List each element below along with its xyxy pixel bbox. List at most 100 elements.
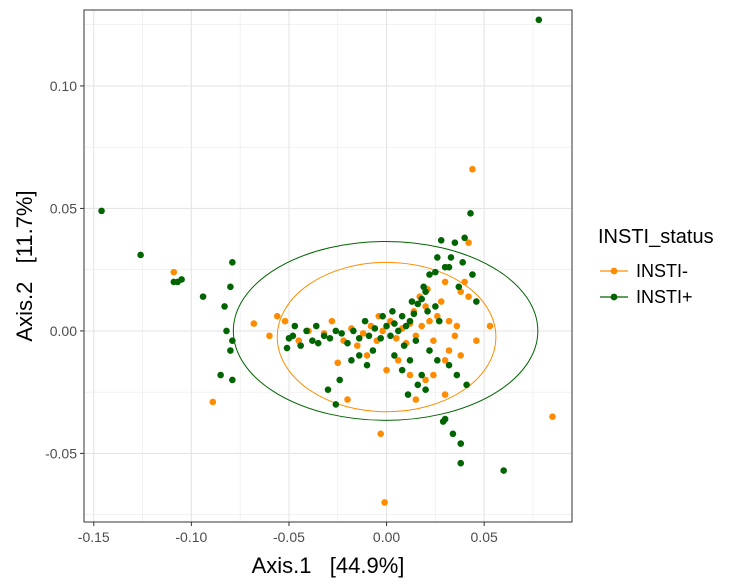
- point-insti-minus: [170, 268, 178, 276]
- point-insti-plus: [404, 391, 412, 398]
- legend-label-insti-minus: INSTI-: [636, 261, 688, 281]
- point-insti-plus: [199, 293, 207, 300]
- point-insti-plus: [336, 376, 344, 384]
- point-insti-plus: [178, 276, 185, 283]
- y-tick-label: 0.00: [50, 323, 77, 339]
- point-insti-minus: [461, 278, 468, 286]
- point-insti-plus: [229, 259, 236, 266]
- point-insti-plus: [445, 263, 453, 271]
- point-insti-plus: [332, 327, 340, 335]
- point-insti-plus: [369, 347, 377, 354]
- point-insti-minus: [281, 317, 289, 325]
- point-insti-plus: [451, 239, 459, 247]
- point-insti-plus: [459, 259, 466, 266]
- legend: INSTI_status INSTI- INSTI+: [598, 226, 714, 307]
- y-tick-label: 0.05: [50, 200, 77, 216]
- point-insti-plus: [377, 334, 385, 342]
- point-insti-plus: [467, 210, 474, 217]
- point-insti-plus: [457, 440, 465, 447]
- point-insti-plus: [432, 303, 439, 310]
- confidence-ellipses: [232, 241, 539, 421]
- point-insti-plus: [391, 352, 398, 359]
- point-insti-minus: [445, 317, 453, 325]
- point-insti-plus: [289, 332, 297, 340]
- legend-key-point-insti-minus: [610, 267, 618, 275]
- point-insti-minus: [486, 322, 494, 330]
- point-insti-plus: [402, 322, 410, 330]
- point-insti-plus: [371, 325, 379, 332]
- point-insti-plus: [98, 207, 105, 215]
- point-insti-minus: [383, 366, 390, 374]
- legend-item-insti-minus: INSTI-: [600, 261, 688, 281]
- point-insti-minus: [441, 357, 449, 364]
- point-insti-plus: [324, 386, 332, 394]
- point-insti-minus: [437, 298, 445, 305]
- point-insti-plus: [500, 467, 507, 474]
- point-insti-plus: [434, 254, 441, 261]
- point-insti-plus: [332, 401, 340, 408]
- point-insti-plus: [437, 236, 445, 244]
- point-insti-plus: [221, 303, 228, 310]
- point-insti-plus: [344, 339, 351, 347]
- point-insti-minus: [549, 413, 556, 420]
- point-insti-minus: [445, 347, 453, 354]
- point-insti-plus: [434, 357, 441, 364]
- point-insti-minus: [412, 396, 420, 403]
- point-insti-plus: [363, 361, 371, 369]
- point-insti-plus: [383, 322, 390, 330]
- point-insti-plus: [398, 312, 406, 320]
- point-insti-plus: [412, 337, 420, 345]
- point-insti-plus: [418, 371, 425, 379]
- legend-label-insti-plus: INSTI+: [636, 287, 693, 307]
- point-insti-plus: [406, 357, 414, 364]
- point-insti-minus: [451, 332, 459, 340]
- x-tick-label: -0.15: [78, 529, 110, 545]
- x-axis-ticks: -0.15 -0.10 -0.05 0.00 0.05: [78, 522, 498, 545]
- point-insti-plus: [227, 283, 234, 291]
- point-insti-minus: [430, 371, 437, 379]
- point-insti-minus: [441, 278, 449, 286]
- point-insti-plus: [469, 271, 476, 278]
- grid-major: [84, 10, 572, 522]
- legend-title: INSTI_status: [598, 226, 714, 248]
- plot-panel-border: [83, 9, 573, 523]
- point-insti-minus: [359, 330, 367, 337]
- y-tick-label: -0.05: [45, 445, 77, 461]
- x-tick-label: 0.00: [373, 529, 400, 545]
- point-insti-plus: [439, 418, 447, 425]
- scatter-points: [98, 16, 556, 506]
- point-insti-plus: [447, 254, 455, 261]
- point-insti-minus: [469, 165, 476, 173]
- point-insti-minus: [250, 320, 258, 327]
- point-insti-plus: [426, 271, 433, 278]
- point-insti-plus: [389, 308, 396, 315]
- x-tick-label: -0.05: [273, 529, 305, 545]
- point-insti-plus: [387, 332, 394, 340]
- point-insti-plus: [418, 295, 425, 303]
- point-insti-minus: [430, 337, 437, 345]
- point-insti-minus: [266, 332, 273, 340]
- point-insti-plus: [457, 459, 465, 467]
- point-insti-minus: [344, 396, 351, 403]
- point-insti-plus: [414, 300, 422, 308]
- ellipse-insti-plus: [232, 241, 539, 421]
- point-insti-plus: [320, 332, 328, 340]
- point-insti-minus: [418, 322, 425, 330]
- point-insti-plus: [473, 298, 480, 305]
- point-insti-minus: [412, 332, 420, 340]
- point-insti-plus: [348, 357, 355, 364]
- point-insti-plus: [453, 371, 461, 379]
- point-insti-minus: [381, 499, 388, 506]
- point-insti-minus: [422, 376, 429, 384]
- x-tick-label: -0.10: [175, 529, 207, 545]
- point-insti-minus: [453, 322, 461, 330]
- point-insti-plus: [463, 381, 470, 389]
- point-insti-plus: [283, 344, 291, 352]
- plot-panel-background: [84, 10, 572, 522]
- grid-minor: [84, 10, 572, 522]
- point-insti-plus: [338, 330, 345, 337]
- point-insti-minus: [394, 357, 402, 364]
- point-insti-minus: [457, 352, 465, 359]
- point-insti-plus: [414, 381, 422, 389]
- point-insti-minus: [209, 398, 217, 406]
